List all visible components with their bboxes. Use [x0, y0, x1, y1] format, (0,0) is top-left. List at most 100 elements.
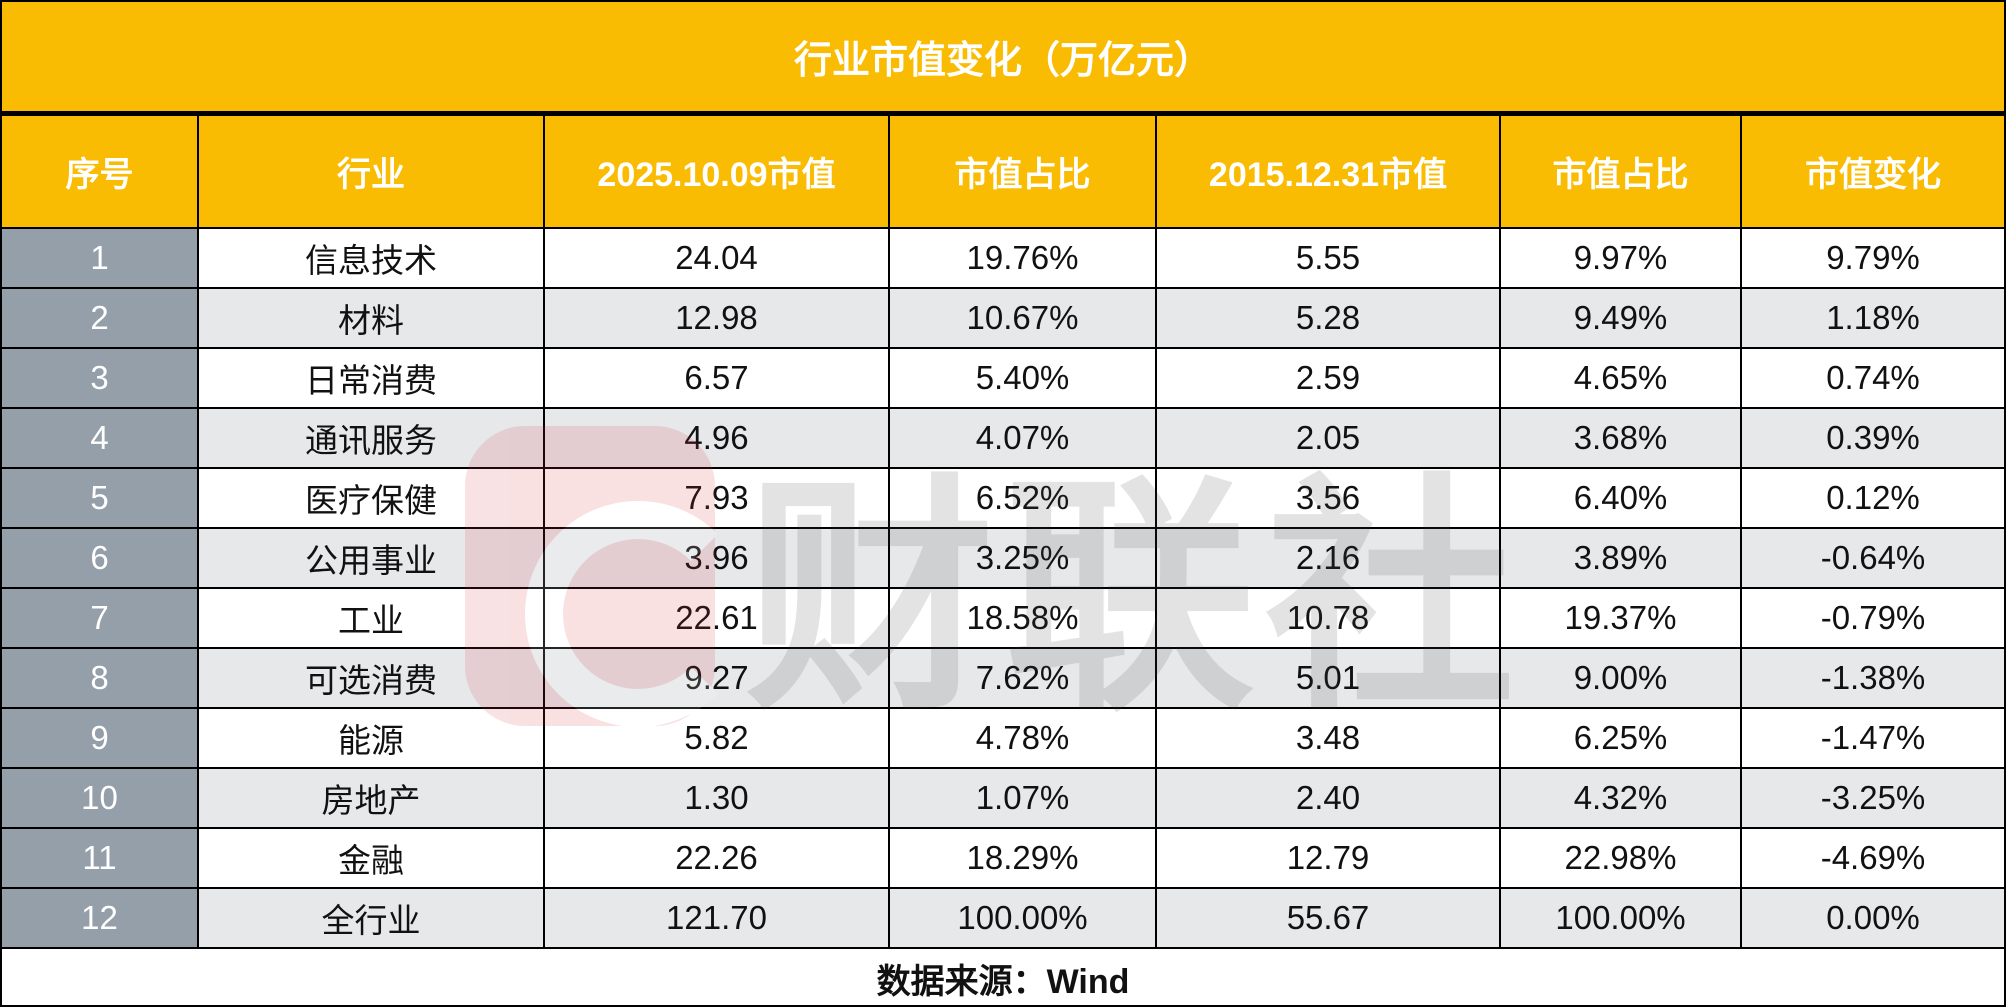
table-row: 1 信息技术 24.04 19.76% 5.55 9.97% 9.79% — [2, 227, 2004, 289]
change-cell: 1.18% — [1740, 287, 2004, 349]
table-row: 10 房地产 1.30 1.07% 2.40 4.32% -3.25% — [2, 767, 2004, 829]
cap-2015-cell: 5.01 — [1155, 647, 1501, 709]
share-2015-cell: 9.00% — [1499, 647, 1742, 709]
data-table: 序号 行业 2025.10.09市值 市值占比 2015.12.31市值 市值占比 市值变化… — [2, 114, 2004, 949]
cap-2025-cell: 7.93 — [543, 467, 890, 529]
cap-2015-cell: 12.79 — [1155, 827, 1501, 889]
table-row: 11 金融 22.26 18.29% 12.79 22.98% -4.69% — [2, 827, 2004, 889]
cap-2015-cell: 2.40 — [1155, 767, 1501, 829]
cap-2025-cell: 22.26 — [543, 827, 890, 889]
share-2025-cell: 3.25% — [888, 527, 1157, 589]
share-2025-cell: 18.58% — [888, 587, 1157, 649]
index-cell: 12 — [2, 887, 199, 949]
cap-2025-cell: 24.04 — [543, 227, 890, 289]
industry-cell: 信息技术 — [197, 227, 545, 289]
change-cell: 0.12% — [1740, 467, 2004, 529]
cap-2015-cell: 2.16 — [1155, 527, 1501, 589]
cap-2025-cell: 4.96 — [543, 407, 890, 469]
cap-2025-cell: 9.27 — [543, 647, 890, 709]
cap-2025-cell: 12.98 — [543, 287, 890, 349]
table-row: 2 材料 12.98 10.67% 5.28 9.49% 1.18% — [2, 287, 2004, 349]
table-row: 12 全行业 121.70 100.00% 55.67 100.00% 0.00% — [2, 887, 2004, 949]
header-index: 序号 — [2, 114, 199, 229]
share-2015-cell: 3.89% — [1499, 527, 1742, 589]
share-2025-cell: 10.67% — [888, 287, 1157, 349]
industry-cell: 医疗保健 — [197, 467, 545, 529]
cap-2025-cell: 5.82 — [543, 707, 890, 769]
cap-2015-cell: 5.28 — [1155, 287, 1501, 349]
source-note: 数据来源：Wind — [876, 962, 1130, 1001]
table-row: 7 工业 22.61 18.58% 10.78 19.37% -0.79% — [2, 587, 2004, 649]
industry-cell: 日常消费 — [197, 347, 545, 409]
index-cell: 7 — [2, 587, 199, 649]
table-row: 9 能源 5.82 4.78% 3.48 6.25% -1.47% — [2, 707, 2004, 769]
industry-cell: 全行业 — [197, 887, 545, 949]
change-cell: 0.00% — [1740, 887, 2004, 949]
index-cell: 2 — [2, 287, 199, 349]
index-cell: 5 — [2, 467, 199, 529]
industry-cell: 公用事业 — [197, 527, 545, 589]
header-change: 市值变化 — [1740, 114, 2004, 229]
index-cell: 3 — [2, 347, 199, 409]
cap-2025-cell: 1.30 — [543, 767, 890, 829]
share-2015-cell: 3.68% — [1499, 407, 1742, 469]
cap-2025-cell: 6.57 — [543, 347, 890, 409]
header-row: 序号 行业 2025.10.09市值 市值占比 2015.12.31市值 市值占比 市值变化 — [2, 114, 2004, 229]
industry-cell: 房地产 — [197, 767, 545, 829]
cap-2015-cell: 5.55 — [1155, 227, 1501, 289]
index-cell: 1 — [2, 227, 199, 289]
index-cell: 4 — [2, 407, 199, 469]
share-2015-cell: 100.00% — [1499, 887, 1742, 949]
share-2025-cell: 7.62% — [888, 647, 1157, 709]
index-cell: 9 — [2, 707, 199, 769]
table-row: 5 医疗保健 7.93 6.52% 3.56 6.40% 0.12% — [2, 467, 2004, 529]
share-2025-cell: 4.78% — [888, 707, 1157, 769]
table-row: 6 公用事业 3.96 3.25% 2.16 3.89% -0.64% — [2, 527, 2004, 589]
change-cell: -1.38% — [1740, 647, 2004, 709]
index-cell: 6 — [2, 527, 199, 589]
change-cell: -0.79% — [1740, 587, 2004, 649]
cap-2015-cell: 3.56 — [1155, 467, 1501, 529]
share-2025-cell: 100.00% — [888, 887, 1157, 949]
industry-cell: 材料 — [197, 287, 545, 349]
industry-cell: 可选消费 — [197, 647, 545, 709]
industry-cell: 能源 — [197, 707, 545, 769]
share-2025-cell: 4.07% — [888, 407, 1157, 469]
change-cell: -1.47% — [1740, 707, 2004, 769]
share-2015-cell: 9.49% — [1499, 287, 1742, 349]
industry-cell: 通讯服务 — [197, 407, 545, 469]
cap-2025-cell: 121.70 — [543, 887, 890, 949]
table-row: 3 日常消费 6.57 5.40% 2.59 4.65% 0.74% — [2, 347, 2004, 409]
table-row: 4 通讯服务 4.96 4.07% 2.05 3.68% 0.39% — [2, 407, 2004, 469]
share-2025-cell: 1.07% — [888, 767, 1157, 829]
index-cell: 10 — [2, 767, 199, 829]
header-cap-2025: 2025.10.09市值 — [543, 114, 890, 229]
index-cell: 8 — [2, 647, 199, 709]
share-2015-cell: 9.97% — [1499, 227, 1742, 289]
cap-2025-cell: 3.96 — [543, 527, 890, 589]
cap-2015-cell: 55.67 — [1155, 887, 1501, 949]
industry-cell: 工业 — [197, 587, 545, 649]
change-cell: 0.39% — [1740, 407, 2004, 469]
change-cell: -0.64% — [1740, 527, 2004, 589]
share-2025-cell: 5.40% — [888, 347, 1157, 409]
share-2025-cell: 19.76% — [888, 227, 1157, 289]
change-cell: -4.69% — [1740, 827, 2004, 889]
share-2015-cell: 6.40% — [1499, 467, 1742, 529]
cap-2015-cell: 3.48 — [1155, 707, 1501, 769]
cap-2015-cell: 2.05 — [1155, 407, 1501, 469]
share-2015-cell: 4.65% — [1499, 347, 1742, 409]
table-title: 行业市值变化（万亿元） — [2, 2, 2004, 114]
share-2025-cell: 18.29% — [888, 827, 1157, 889]
cap-2015-cell: 2.59 — [1155, 347, 1501, 409]
cap-2015-cell: 10.78 — [1155, 587, 1501, 649]
change-cell: 0.74% — [1740, 347, 2004, 409]
table-row: 8 可选消费 9.27 7.62% 5.01 9.00% -1.38% — [2, 647, 2004, 709]
share-2015-cell: 22.98% — [1499, 827, 1742, 889]
share-2015-cell: 19.37% — [1499, 587, 1742, 649]
header-share-2025: 市值占比 — [888, 114, 1157, 229]
header-cap-2015: 2015.12.31市值 — [1155, 114, 1501, 229]
share-2015-cell: 4.32% — [1499, 767, 1742, 829]
index-cell: 11 — [2, 827, 199, 889]
